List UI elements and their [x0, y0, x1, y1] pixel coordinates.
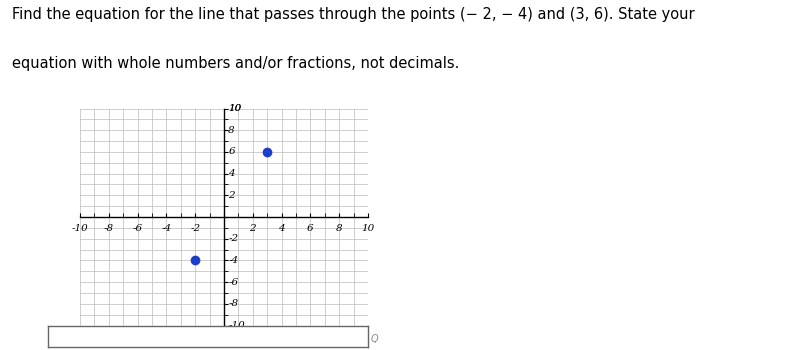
- Text: -8: -8: [228, 299, 238, 308]
- Text: 4: 4: [228, 169, 235, 178]
- Text: 8: 8: [336, 224, 342, 232]
- Text: -6: -6: [133, 224, 142, 232]
- Text: -6: -6: [228, 278, 238, 287]
- Text: -10: -10: [72, 224, 88, 232]
- Text: 6: 6: [228, 147, 235, 156]
- Text: 10: 10: [362, 224, 374, 232]
- Text: -4: -4: [162, 224, 171, 232]
- Text: -2: -2: [228, 234, 238, 243]
- Text: 6: 6: [307, 224, 314, 232]
- Text: equation with whole numbers and/or fractions, not decimals.: equation with whole numbers and/or fract…: [12, 56, 459, 71]
- Text: Q: Q: [371, 334, 378, 344]
- Text: 2: 2: [228, 191, 235, 200]
- Text: 10: 10: [228, 104, 242, 113]
- Text: -4: -4: [228, 256, 238, 265]
- Text: 10: 10: [228, 104, 242, 113]
- Text: 2: 2: [250, 224, 256, 232]
- Text: -8: -8: [104, 224, 114, 232]
- Text: -10: -10: [228, 321, 245, 330]
- Text: Find the equation for the line that passes through the points (− 2, − 4) and (3,: Find the equation for the line that pass…: [12, 7, 694, 22]
- Text: 8: 8: [228, 126, 235, 135]
- Text: -2: -2: [190, 224, 200, 232]
- Text: 4: 4: [278, 224, 285, 232]
